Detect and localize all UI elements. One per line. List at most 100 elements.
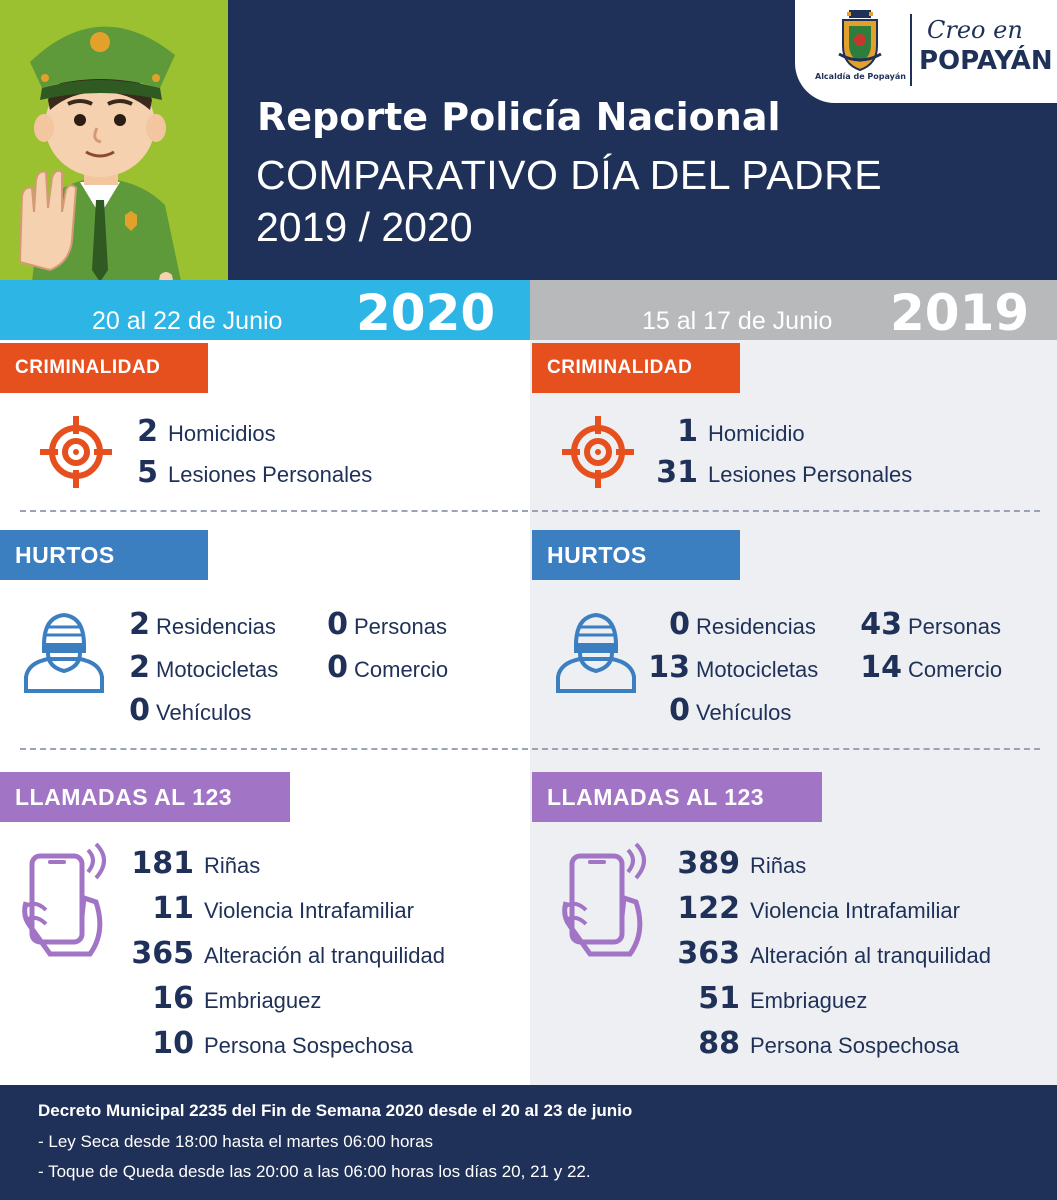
list-item: 16 Embriaguez	[118, 981, 321, 1016]
list-item: 11 Violencia Intrafamiliar	[118, 891, 414, 926]
stat-label: Embriaguez	[750, 988, 868, 1013]
page-subtitle-years: 2019 / 2020	[256, 204, 473, 250]
stat-label: Residencias	[156, 614, 276, 639]
list-item: 365 Alteración al tranquilidad	[118, 936, 445, 971]
stat-label: Persona Sospechosa	[750, 1033, 960, 1058]
stat-label: Comercio	[908, 657, 1003, 682]
stat-label: Embriaguez	[204, 988, 322, 1013]
date-range-2019: 15 al 17 de Junio	[642, 307, 833, 335]
footer: Decreto Municipal 2235 del Fin de Semana…	[0, 1085, 1057, 1200]
stat-value: 16	[152, 981, 194, 1016]
stat-value: 1	[677, 414, 698, 449]
stat-value: 0	[327, 607, 348, 642]
stat-label: Homicidio	[708, 421, 805, 446]
list-item: 0 Comercio	[316, 650, 448, 685]
criminalidad-title-2020: CRIMINALIDAD	[0, 343, 208, 393]
stat-value: 2	[129, 607, 150, 642]
list-item: 122 Violencia Intrafamiliar	[660, 891, 960, 926]
stat-label: Personas	[354, 614, 447, 639]
stat-value: 2	[137, 414, 158, 449]
stat-value: 363	[677, 936, 740, 971]
stat-label: Motocicletas	[156, 657, 279, 682]
stat-label: Persona Sospechosa	[204, 1033, 414, 1058]
masked-thief-icon	[24, 612, 104, 693]
list-item: 0 Residencias	[648, 607, 816, 642]
list-item: 0 Vehículos	[648, 693, 791, 728]
stat-label: Alteración al tranquilidad	[204, 943, 445, 968]
section-divider	[20, 748, 1040, 750]
list-item: 31 Lesiones Personales	[640, 455, 912, 490]
date-band-2020: 20 al 22 de Junio 2020	[0, 280, 530, 342]
stat-value: 181	[131, 846, 194, 881]
stat-label: Vehículos	[156, 700, 252, 725]
logo-divider	[910, 14, 912, 86]
stat-label: Comercio	[354, 657, 449, 682]
stat-value: 13	[648, 650, 690, 685]
stat-label: Homicidios	[168, 421, 276, 446]
list-item: 1 Homicidio	[640, 414, 805, 449]
stat-value: 2	[129, 650, 150, 685]
list-item: 13 Motocicletas	[648, 650, 818, 685]
list-item: 2 Residencias	[118, 607, 276, 642]
list-item: 0 Vehículos	[118, 693, 251, 728]
phone-ringing-icon	[22, 842, 106, 957]
stat-label: Motocicletas	[696, 657, 819, 682]
stat-value: 0	[669, 607, 690, 642]
stat-label: Violencia Intrafamiliar	[750, 898, 960, 923]
decree-heading: Decreto Municipal 2235 del Fin de Semana…	[38, 1101, 633, 1120]
list-item: 2 Homicidios	[118, 414, 276, 449]
list-item: 10 Persona Sospechosa	[118, 1026, 413, 1061]
page-subtitle: COMPARATIVO DÍA DEL PADRE	[256, 152, 883, 198]
stat-label: Violencia Intrafamiliar	[204, 898, 414, 923]
stat-label: Lesiones Personales	[168, 462, 373, 487]
list-item: 0 Personas	[316, 607, 447, 642]
date-range-2020: 20 al 22 de Junio	[92, 307, 283, 335]
list-item: 43 Personas	[850, 607, 1001, 642]
stat-value: 5	[137, 455, 158, 490]
date-band-2019: 15 al 17 de Junio 2019	[530, 280, 1057, 342]
stat-value: 389	[677, 846, 740, 881]
police-officer-panel	[0, 0, 228, 280]
year-2020: 2020	[356, 284, 496, 342]
stat-label: Personas	[908, 614, 1001, 639]
stat-value: 51	[698, 981, 740, 1016]
coat-of-arms-icon	[838, 10, 882, 72]
stat-label: Riñas	[204, 853, 261, 878]
list-item: 51 Embriaguez	[660, 981, 867, 1016]
stat-value: 31	[656, 455, 698, 490]
stat-label: Residencias	[696, 614, 816, 639]
brand-script: Creo en	[927, 16, 1023, 44]
list-item: 389 Riñas	[660, 846, 806, 881]
stat-label: Lesiones Personales	[708, 462, 913, 487]
stat-label: Riñas	[750, 853, 807, 878]
llamadas-title-2019: LLAMADAS AL 123	[532, 772, 822, 822]
list-item: 363 Alteración al tranquilidad	[660, 936, 991, 971]
list-item: 2 Motocicletas	[118, 650, 278, 685]
stat-value: 122	[677, 891, 740, 926]
list-item: 88 Persona Sospechosa	[660, 1026, 959, 1061]
list-item: 181 Riñas	[118, 846, 260, 881]
stat-label: Alteración al tranquilidad	[750, 943, 991, 968]
hurtos-title-2019: HURTOS	[532, 530, 740, 580]
criminalidad-title-2019: CRIMINALIDAD	[532, 343, 740, 393]
header: Alcaldía de Popayán Creo en POPAYÁN Repo…	[0, 0, 1057, 280]
decree-line-toque-queda: - Toque de Queda desde las 20:00 a las 0…	[38, 1162, 591, 1181]
stat-value: 43	[860, 607, 902, 642]
stat-value: 0	[129, 693, 150, 728]
list-item: 5 Lesiones Personales	[118, 455, 372, 490]
brand-word: POPAYÁN	[919, 46, 1053, 76]
page-title: Reporte Policía Nacional	[257, 95, 781, 139]
section-divider	[20, 510, 1040, 512]
hurtos-title-2020: HURTOS	[0, 530, 208, 580]
llamadas-title-2020: LLAMADAS AL 123	[0, 772, 290, 822]
stat-label: Vehículos	[696, 700, 792, 725]
stat-value: 365	[131, 936, 194, 971]
stat-value: 0	[669, 693, 690, 728]
list-item: 14 Comercio	[850, 650, 1002, 685]
alcaldia-caption: Alcaldía de Popayán	[815, 72, 906, 81]
stat-value: 14	[860, 650, 902, 685]
logo-area: Alcaldía de Popayán Creo en POPAYÁN	[795, 0, 1057, 103]
phone-ringing-icon	[562, 842, 646, 957]
decree-line-ley-seca: - Ley Seca desde 18:00 hasta el martes 0…	[38, 1132, 434, 1151]
stat-value: 10	[152, 1026, 194, 1061]
